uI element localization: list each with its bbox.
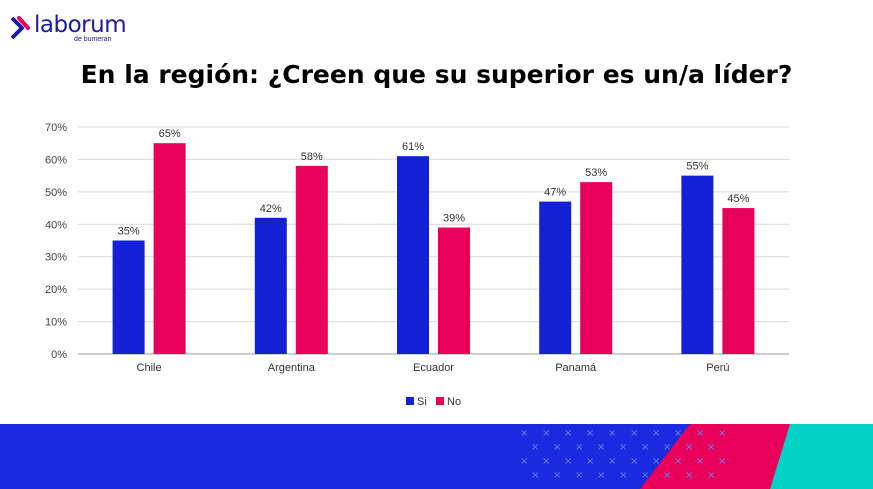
footer-x-mark: × bbox=[586, 456, 594, 467]
footer-x-mark: × bbox=[707, 470, 715, 481]
legend-label: Si bbox=[417, 396, 427, 408]
bar-si bbox=[112, 240, 145, 354]
footer-x-mark: × bbox=[542, 456, 550, 467]
footer-x-mark: × bbox=[575, 442, 583, 453]
laborum-logo: laborum de bumeran bbox=[8, 8, 148, 48]
footer-x-mark: × bbox=[619, 470, 627, 481]
footer-band: × × × × × × × × × ×× × × × × × × × ×× × × × × × × × × ×× × × × × × × × × bbox=[0, 424, 873, 489]
y-tick-label: 0% bbox=[51, 349, 67, 361]
footer-x-mark: × bbox=[652, 428, 660, 439]
footer-x-mark: × bbox=[696, 456, 704, 467]
footer-x-mark: × bbox=[608, 428, 616, 439]
data-label: 55% bbox=[686, 161, 708, 173]
footer-x-mark: × bbox=[674, 428, 682, 439]
x-tick-label: Ecuador bbox=[413, 362, 454, 374]
footer-x-mark: × bbox=[685, 442, 693, 453]
bar-si bbox=[254, 217, 287, 354]
x-tick-label: Perú bbox=[706, 362, 729, 374]
y-tick-label: 60% bbox=[45, 154, 67, 166]
data-label: 58% bbox=[301, 151, 323, 163]
footer-x-mark: × bbox=[564, 456, 572, 467]
footer-x-mark: × bbox=[619, 442, 627, 453]
data-label: 47% bbox=[544, 187, 566, 199]
footer-x-mark: × bbox=[630, 456, 638, 467]
page-title: En la región: ¿Creen que su superior es … bbox=[80, 60, 793, 89]
bar-si bbox=[681, 175, 714, 354]
bar-no bbox=[295, 165, 328, 354]
y-tick-label: 70% bbox=[45, 122, 67, 134]
footer-x-mark: × bbox=[575, 470, 583, 481]
logo-chevron-icon bbox=[10, 16, 30, 40]
x-tick-label: Argentina bbox=[268, 362, 316, 374]
bar-no bbox=[722, 208, 755, 354]
footer-x-mark: × bbox=[553, 470, 561, 481]
footer-x-mark: × bbox=[663, 470, 671, 481]
bar-no bbox=[580, 182, 613, 354]
bar-si bbox=[397, 156, 429, 354]
footer-x-mark: × bbox=[586, 428, 594, 439]
footer-x-mark: × bbox=[553, 442, 561, 453]
footer-x-mark: × bbox=[520, 428, 528, 439]
y-tick-label: 30% bbox=[45, 252, 67, 264]
data-label: 35% bbox=[118, 226, 140, 238]
x-tick-label: Panamá bbox=[555, 362, 597, 374]
data-label: 61% bbox=[402, 141, 424, 153]
footer-x-mark: × bbox=[696, 428, 704, 439]
footer-teal-shape bbox=[770, 424, 873, 489]
footer-x-mark: × bbox=[674, 456, 682, 467]
data-label: 53% bbox=[585, 167, 607, 179]
footer-x-mark: × bbox=[718, 456, 726, 467]
logo-subtitle: de bumeran bbox=[74, 36, 112, 43]
footer-x-mark: × bbox=[520, 456, 528, 467]
footer-x-mark: × bbox=[531, 470, 539, 481]
y-tick-label: 50% bbox=[45, 187, 67, 199]
data-label: 45% bbox=[727, 193, 749, 205]
footer-x-mark: × bbox=[542, 428, 550, 439]
footer-pattern: × × × × × × × × × ×× × × × × × × × ×× × × × × × × × × ×× × × × × × × × × bbox=[520, 428, 726, 481]
data-label: 65% bbox=[159, 128, 181, 140]
footer-x-mark: × bbox=[718, 428, 726, 439]
footer-x-mark: × bbox=[564, 428, 572, 439]
footer-x-mark: × bbox=[531, 442, 539, 453]
footer-x-mark: × bbox=[641, 442, 649, 453]
legend-label: No bbox=[447, 396, 461, 408]
footer-x-mark: × bbox=[685, 470, 693, 481]
logo-brand: laborum bbox=[34, 12, 127, 38]
footer-x-mark: × bbox=[641, 470, 649, 481]
footer-x-mark: × bbox=[608, 456, 616, 467]
bar-si bbox=[539, 201, 572, 354]
y-tick-label: 20% bbox=[45, 284, 67, 296]
data-label: 39% bbox=[443, 213, 465, 225]
bar-chart: 0% 10% 20% 30% 40% 50% 60% 70% 35% 65% Chile 42% 58%… bbox=[45, 122, 789, 408]
legend-swatch bbox=[406, 397, 414, 405]
legend-swatch bbox=[436, 397, 444, 405]
footer-x-mark: × bbox=[652, 456, 660, 467]
y-tick-label: 10% bbox=[45, 317, 67, 329]
x-tick-label: Chile bbox=[137, 362, 162, 374]
footer-x-mark: × bbox=[707, 442, 715, 453]
footer-x-mark: × bbox=[663, 442, 671, 453]
footer-x-mark: × bbox=[630, 428, 638, 439]
y-tick-label: 40% bbox=[45, 219, 67, 231]
footer-x-mark: × bbox=[597, 470, 605, 481]
bar-no bbox=[153, 143, 186, 354]
data-label: 42% bbox=[260, 203, 282, 215]
bar-no bbox=[438, 227, 470, 354]
footer-x-mark: × bbox=[597, 442, 605, 453]
